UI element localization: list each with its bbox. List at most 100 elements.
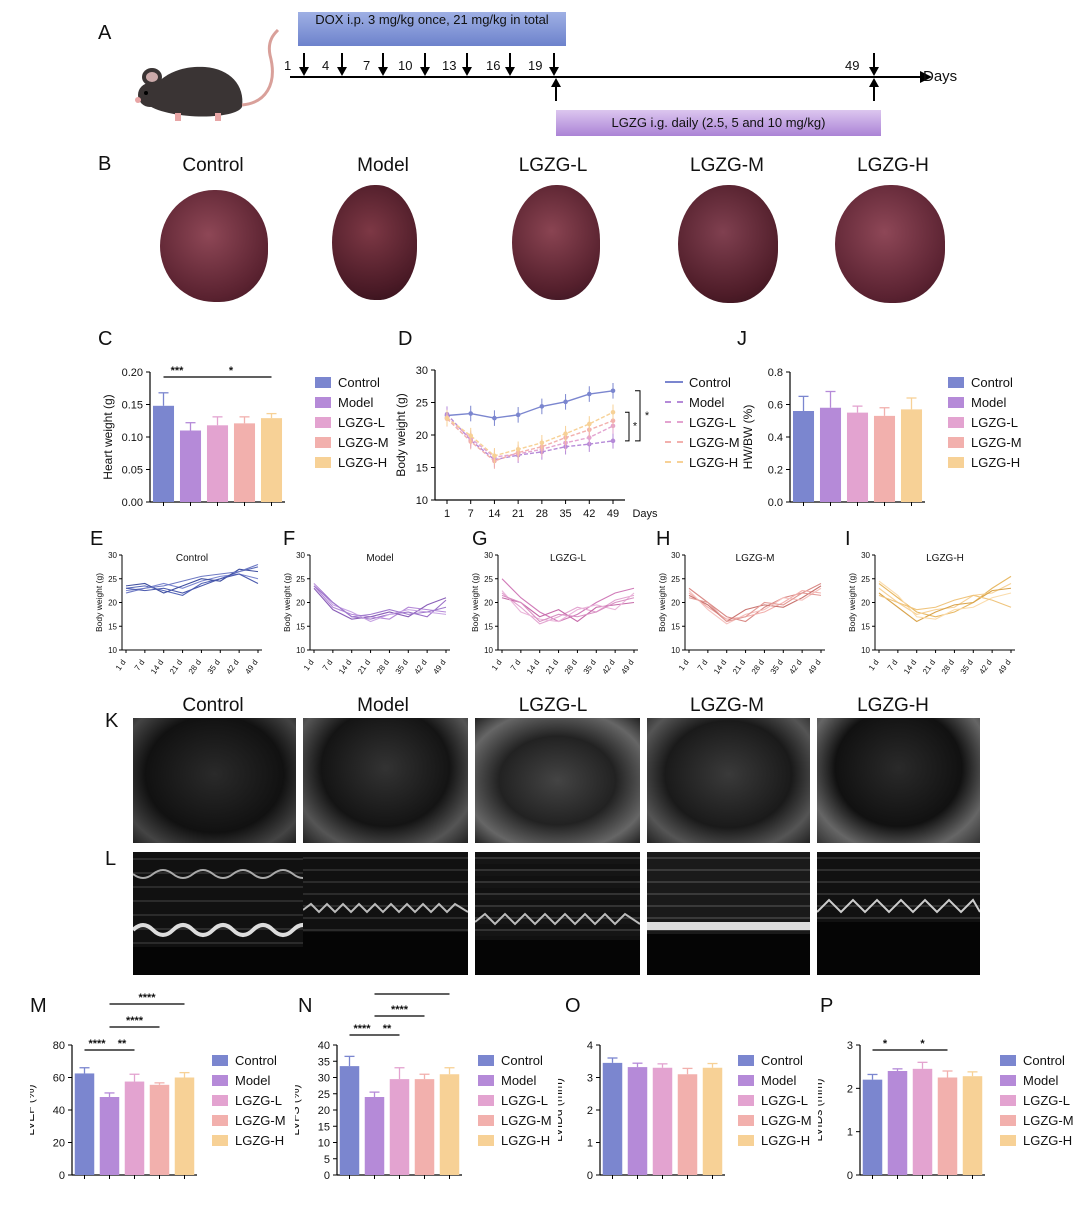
y-tick-label: 15 <box>484 622 493 631</box>
legend-label: LGZG-L <box>235 1092 282 1108</box>
legend-label: LGZG-M <box>338 434 389 450</box>
bar <box>912 1068 933 1175</box>
data-point <box>563 399 568 405</box>
panel-label-g: G <box>472 528 488 550</box>
chart-body-weight: 10 15 20 25 30 1 7 14 21 28 35 42 49 Days Body weight … <box>395 365 658 520</box>
legend-item: LGZG-M <box>665 432 740 452</box>
data-point <box>586 421 592 427</box>
significance-bracket <box>625 411 630 442</box>
x-tick-label: 28 d <box>563 658 579 676</box>
y-tick-label: 0.0 <box>768 497 783 509</box>
legend-label: Model <box>761 1072 797 1088</box>
legend-swatch <box>478 1134 494 1146</box>
data-point <box>563 431 568 436</box>
echo-image-l-lgzg-l <box>475 852 640 975</box>
series-line <box>688 592 822 623</box>
legend-o: Control Model LGZG-L LGZG-M LGZG-H <box>738 1050 812 1150</box>
legend-item: Model <box>948 392 1022 412</box>
x-tick-label: 28 <box>536 508 548 520</box>
y-tick-label: 25 <box>318 1089 330 1101</box>
legend-item: LGZG-H <box>212 1130 286 1150</box>
legend-label: LGZG-L <box>501 1092 548 1108</box>
y-tick-label: 1 <box>587 1138 593 1150</box>
bar <box>260 418 283 502</box>
bar <box>602 1062 623 1175</box>
echo-image-k-control <box>133 718 296 843</box>
series-line <box>125 563 259 594</box>
data-point <box>444 415 450 421</box>
legend-swatch <box>738 1134 754 1146</box>
legend-label: LGZG-H <box>235 1132 285 1148</box>
timeline-axis <box>290 53 932 101</box>
timeline-arrowhead <box>869 67 879 76</box>
legend-item: LGZG-H <box>1000 1130 1074 1150</box>
bar <box>233 423 256 502</box>
significance-label: **** <box>353 1023 371 1035</box>
mini-chart-title: Control <box>176 553 208 564</box>
series-line <box>125 573 259 594</box>
x-tick-label: 14 d <box>149 658 165 676</box>
chart-lvidd: 0 1 2 3 4 LVIDd (mm) <box>558 1040 725 1182</box>
legend-swatch <box>1000 1054 1016 1066</box>
y-tick-label: 20 <box>108 599 117 608</box>
x-tick-label: 28 d <box>750 658 766 676</box>
y-tick-label: 20 <box>671 599 680 608</box>
y-tick-label: 30 <box>861 551 870 560</box>
data-point <box>539 440 545 446</box>
series-line <box>446 418 614 462</box>
panel-label-m: M <box>30 995 47 1017</box>
legend-label: Control <box>689 374 731 390</box>
timeline-arrowhead <box>378 67 388 76</box>
bar <box>862 1079 883 1175</box>
y-tick-label: 20 <box>318 1105 330 1117</box>
panel-label-n: N <box>298 995 313 1017</box>
y-tick-label: 4 <box>587 1040 593 1052</box>
significance-label: * <box>633 421 638 433</box>
legend-swatch <box>948 436 964 448</box>
legend-line-swatch <box>665 461 683 463</box>
bar <box>887 1071 908 1175</box>
x-tick-label: 21 d <box>921 658 937 676</box>
significance-label: ** <box>383 1023 392 1035</box>
bar <box>149 1084 170 1175</box>
x-tick-label: 14 d <box>902 658 918 676</box>
x-tick-label: 35 d <box>582 658 598 676</box>
legend-label: Control <box>501 1052 543 1068</box>
legend-swatch <box>738 1114 754 1126</box>
legend-item: LGZG-H <box>478 1130 552 1150</box>
y-tick-label: 0 <box>59 1170 65 1182</box>
series-line <box>688 587 822 625</box>
data-point <box>492 453 497 459</box>
y-tick-label: 80 <box>53 1040 65 1052</box>
x-tick-label: 42 d <box>787 658 803 676</box>
legend-label: Control <box>338 374 380 390</box>
legend-item: Control <box>738 1050 812 1070</box>
y-tick-label: 10 <box>671 646 680 655</box>
x-tick-label: 21 <box>512 508 524 520</box>
y-tick-label: 30 <box>296 551 305 560</box>
legend-label: Control <box>235 1052 277 1068</box>
legend-swatch <box>478 1114 494 1126</box>
x-tick-label: 28 d <box>187 658 203 676</box>
x-tick-label: 7 d <box>321 658 335 672</box>
echo-image-l-model <box>303 852 468 975</box>
significance-label: **** <box>138 992 156 1004</box>
legend-label: LGZG-H <box>971 454 1021 470</box>
y-tick-label: 5 <box>324 1154 330 1166</box>
x-axis-label: Days <box>632 508 658 520</box>
y-tick-label: 10 <box>318 1138 330 1150</box>
echo-title-control: Control <box>182 695 244 716</box>
series-line <box>446 416 614 458</box>
series-line <box>125 568 259 594</box>
heart-title-lgzg-h: LGZG-H <box>857 155 929 176</box>
series-line <box>501 590 635 623</box>
legend-item: Control <box>212 1050 286 1070</box>
legend-item: Control <box>478 1050 552 1070</box>
bar <box>962 1076 983 1175</box>
legend-label: LGZG-L <box>689 414 736 430</box>
tl-day-7: 7 <box>363 58 371 73</box>
y-tick-label: 3 <box>847 1040 853 1052</box>
x-tick-label: 14 <box>488 508 500 520</box>
y-tick-label: 10 <box>861 646 870 655</box>
y-tick-label: 10 <box>484 646 493 655</box>
